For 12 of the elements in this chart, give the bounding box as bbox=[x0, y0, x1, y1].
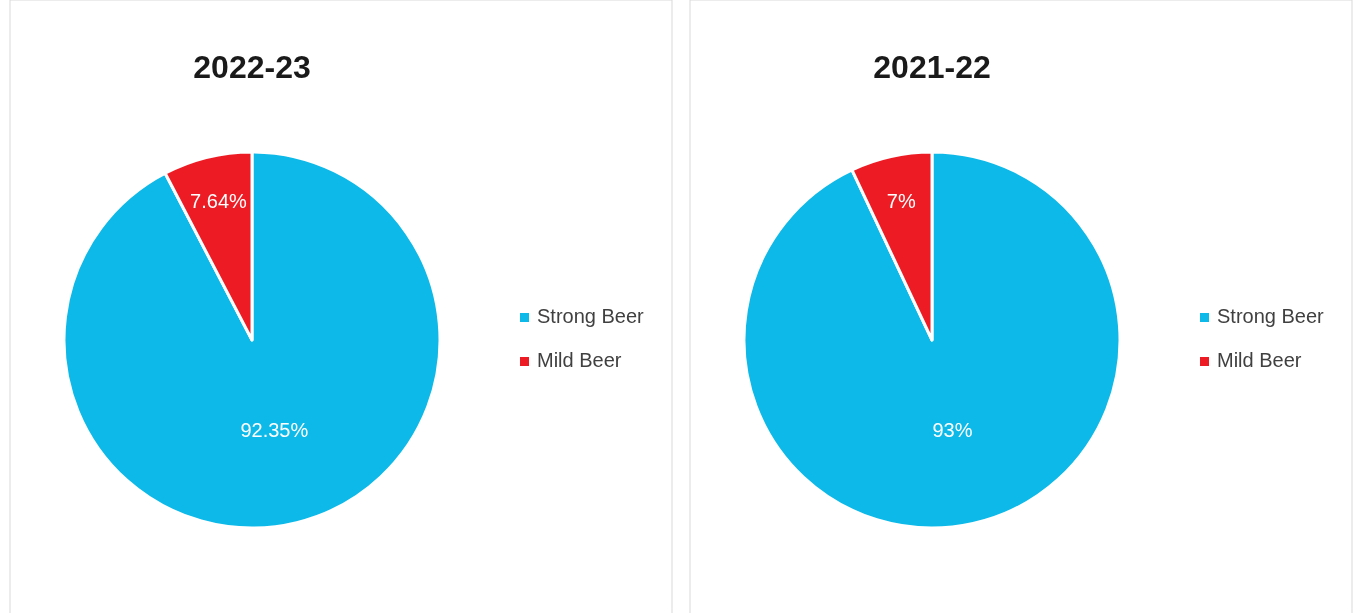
data-label: 7% bbox=[886, 189, 916, 212]
chart-title: 2021-22 bbox=[873, 49, 991, 85]
data-label: 93% bbox=[932, 419, 973, 442]
legend-label: Strong Beer bbox=[537, 305, 645, 328]
legend-label: Mild Beer bbox=[1217, 349, 1302, 372]
pie-slice bbox=[742, 150, 1122, 530]
data-label: 7.64% bbox=[190, 190, 248, 213]
legend-label: Mild Beer bbox=[537, 349, 622, 372]
chart-title: 2022-23 bbox=[193, 49, 311, 85]
pie-slice bbox=[62, 150, 442, 530]
data-label: 92.35% bbox=[240, 418, 309, 441]
legend-label: Strong Beer bbox=[1217, 305, 1325, 328]
